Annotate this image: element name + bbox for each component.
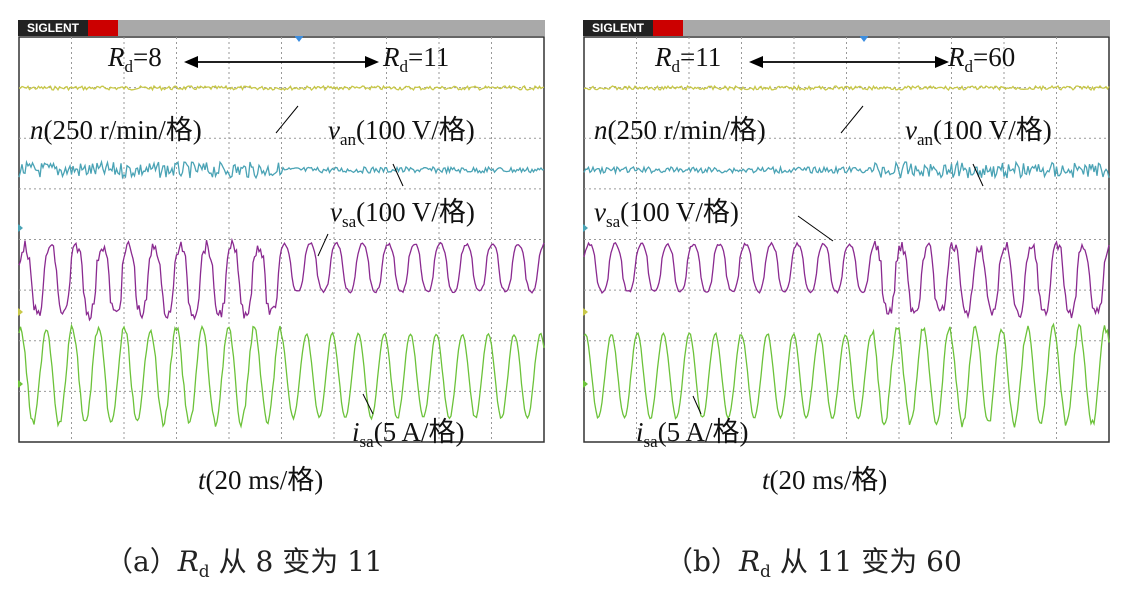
x-axis-label: t(20 ms/格) [762, 465, 888, 495]
brand-logo: SIGLENT [18, 20, 88, 36]
leader-line-van [392, 163, 404, 187]
caption-b: （b）Rd 从 11 变为 60 [665, 545, 962, 582]
trigger-marker [859, 36, 869, 42]
channel-marker [18, 307, 23, 317]
arrow-head-left [749, 56, 763, 68]
annotation-rd-before: Rd=8 [108, 42, 162, 76]
scope-screen [18, 36, 545, 443]
leader-line-van [972, 163, 984, 187]
trace-n [583, 84, 1110, 92]
trace-isa [583, 322, 1110, 428]
label-van: van(100 V/格) [905, 115, 1052, 149]
leader-line-n [840, 105, 864, 134]
brand-logo: SIGLENT [583, 20, 653, 36]
trigger-marker [294, 36, 304, 42]
channel-marker [583, 307, 588, 317]
scope-header: SIGLENT [583, 20, 1110, 36]
trace-vsa [18, 237, 545, 322]
channel-marker [583, 223, 588, 233]
trace-n [18, 84, 545, 92]
channel-marker [583, 379, 588, 389]
scope-panel-a: SIGLENT [18, 20, 545, 445]
leader-line-n [275, 105, 299, 134]
arrow-head-left [184, 56, 198, 68]
trace-isa [18, 323, 545, 429]
trace-vsa [583, 240, 1110, 320]
leader-line-isa [692, 395, 702, 415]
leader-line-isa [362, 393, 374, 415]
label-vsa: vsa(100 V/格) [594, 197, 739, 231]
channel-marker [18, 223, 23, 233]
label-vsa: vsa(100 V/格) [330, 197, 475, 231]
scope-panel-b: SIGLENT [583, 20, 1110, 445]
x-axis-label: t(20 ms/格) [198, 465, 324, 495]
label-n: n(250 r/min/格) [594, 115, 766, 145]
scope-frame [583, 36, 1110, 443]
caption-a: （a）Rd 从 8 变为 11 [105, 545, 383, 582]
label-isa: isa(5 A/格) [352, 417, 465, 451]
scope-screen [583, 36, 1110, 443]
leader-line-vsa [797, 215, 834, 242]
leader-line-vsa [317, 233, 329, 257]
trace-van [583, 159, 1110, 180]
arrow-head-right [935, 56, 949, 68]
scope-header: SIGLENT [18, 20, 545, 36]
arrow-head-right [365, 56, 379, 68]
annotation-rd-after: Rd=11 [383, 42, 450, 76]
label-n: n(250 r/min/格) [30, 115, 202, 145]
run-indicator [88, 20, 118, 36]
channel-marker [18, 379, 23, 389]
label-van: van(100 V/格) [328, 115, 475, 149]
annotation-rd-before: Rd=11 [655, 42, 722, 76]
run-indicator [653, 20, 683, 36]
annotation-rd-after: Rd=60 [948, 42, 1016, 76]
label-isa: isa(5 A/格) [636, 417, 749, 451]
trace-van [18, 159, 545, 180]
